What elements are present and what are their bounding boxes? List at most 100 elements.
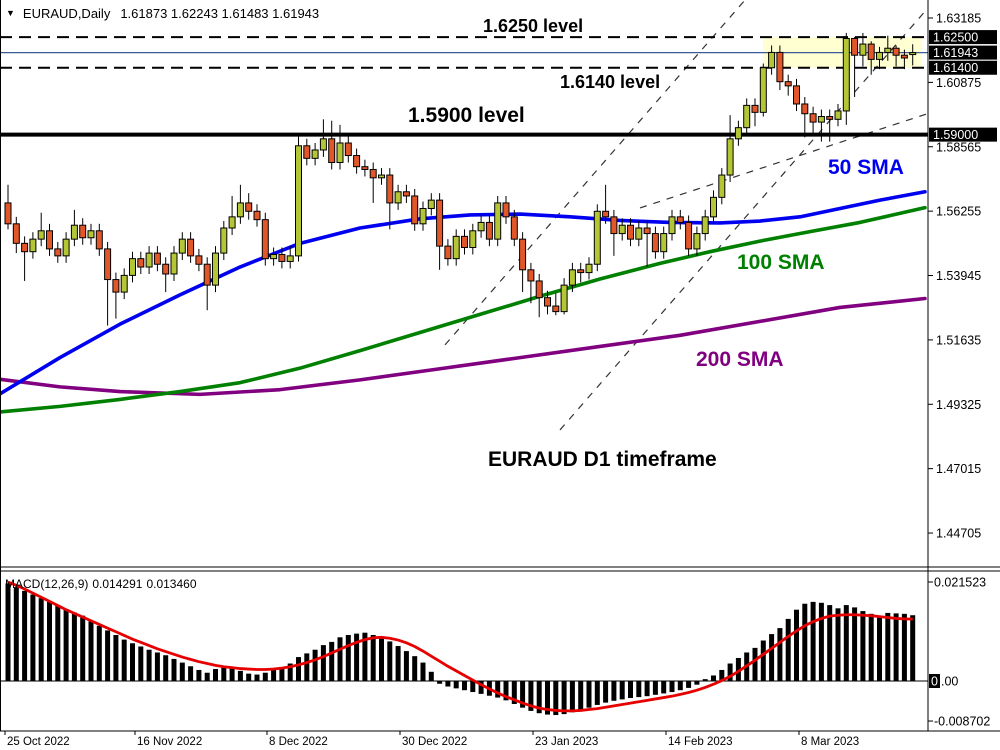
candle-up[interactable] [319,138,327,151]
candle-up[interactable] [120,274,128,293]
candle-up[interactable] [469,230,477,249]
candle-down[interactable] [187,238,195,257]
candle-up[interactable] [145,252,153,268]
symbol-dropdown-icon[interactable]: ▼ [6,8,15,18]
sma100-line[interactable] [0,205,927,414]
candle-down[interactable] [867,43,875,60]
candle-up[interactable] [710,196,717,218]
candle-down[interactable] [809,113,817,123]
candle-up[interactable] [909,52,917,56]
candle-down[interactable] [527,269,535,282]
candle-down[interactable] [79,224,87,239]
candle-down[interactable] [195,255,203,265]
candle-up[interactable] [876,51,883,60]
candle-down[interactable] [46,230,53,250]
candle-down[interactable] [461,235,468,249]
candle-down[interactable] [793,85,800,105]
candle-down[interactable] [245,202,253,212]
candle-up[interactable] [477,221,485,232]
candle-up[interactable] [129,258,136,276]
candle-down[interactable] [502,202,510,218]
candle-down[interactable] [444,245,452,260]
candle-up[interactable] [286,255,294,262]
candle-down[interactable] [784,81,792,87]
candle-up[interactable] [693,233,701,250]
candle-down[interactable] [203,263,211,286]
candle-down[interactable] [162,263,170,275]
candle-down[interactable] [261,219,269,260]
candle-down[interactable] [411,195,419,225]
candle-up[interactable] [718,174,726,198]
candle-up[interactable] [842,37,850,112]
candle-down[interactable] [253,210,261,221]
candle-down[interactable] [544,297,551,307]
candle-down[interactable] [436,199,444,247]
candle-up[interactable] [660,233,668,253]
candle-down[interactable] [801,103,809,115]
candle-down[interactable] [826,116,834,120]
candle-down[interactable] [104,248,112,281]
candle-up[interactable] [236,202,244,218]
candle-down[interactable] [519,238,527,271]
candle-up[interactable] [295,145,302,257]
candle-up[interactable] [336,142,344,164]
trendline-3[interactable] [639,112,931,209]
candle-down[interactable] [361,166,369,170]
candle-up[interactable] [394,191,402,204]
candle-down[interactable] [751,104,759,113]
candle-up[interactable] [270,253,278,260]
candle-down[interactable] [402,191,410,197]
candle-down[interactable] [610,216,618,235]
candle-down[interactable] [552,305,560,313]
candle-down[interactable] [95,230,103,250]
candle-down[interactable] [12,223,20,244]
candle-up[interactable] [618,224,626,235]
candle-up[interactable] [585,263,593,274]
candle-down[interactable] [278,253,286,262]
candle-down[interactable] [651,233,659,253]
candle-up[interactable] [859,43,867,56]
candle-up[interactable] [178,238,186,254]
candle-down[interactable] [137,258,145,268]
candle-down[interactable] [892,47,900,56]
candle-down[interactable] [328,138,336,164]
candle-down[interactable] [685,221,693,250]
trendline-1[interactable] [444,0,746,346]
candle-up[interactable] [759,67,767,113]
candle-up[interactable] [311,149,319,159]
candle-down[interactable] [602,210,610,218]
candle-down[interactable] [776,51,784,83]
candle-up[interactable] [884,47,892,53]
candle-up[interactable] [62,238,70,257]
candle-up[interactable] [817,116,825,123]
candle-up[interactable] [768,51,776,69]
candle-up[interactable] [212,252,219,286]
candle-up[interactable] [560,284,568,313]
candle-down[interactable] [54,248,62,257]
candle-up[interactable] [635,227,643,240]
candle-down[interactable] [4,202,12,225]
candle-down[interactable] [676,216,684,223]
candle-up[interactable] [87,230,95,239]
candle-up[interactable] [70,224,78,240]
candle-up[interactable] [29,238,37,253]
candle-down[interactable] [627,224,634,240]
candle-up[interactable] [734,127,742,140]
candle-up[interactable] [494,202,502,240]
candle-down[interactable] [851,37,859,56]
candle-up[interactable] [726,138,734,176]
sma200-line[interactable] [0,296,927,397]
candle-down[interactable] [510,216,518,240]
trendline-2[interactable] [559,7,929,431]
candle-up[interactable] [37,230,45,240]
candle-up[interactable] [834,110,842,120]
candle-up[interactable] [701,216,709,235]
candle-down[interactable] [112,279,120,293]
candle-down[interactable] [535,280,543,299]
candle-up[interactable] [170,252,178,275]
candle-up[interactable] [593,210,601,265]
candle-down[interactable] [386,174,394,204]
candle-down[interactable] [485,221,493,240]
candle-down[interactable] [344,142,352,157]
